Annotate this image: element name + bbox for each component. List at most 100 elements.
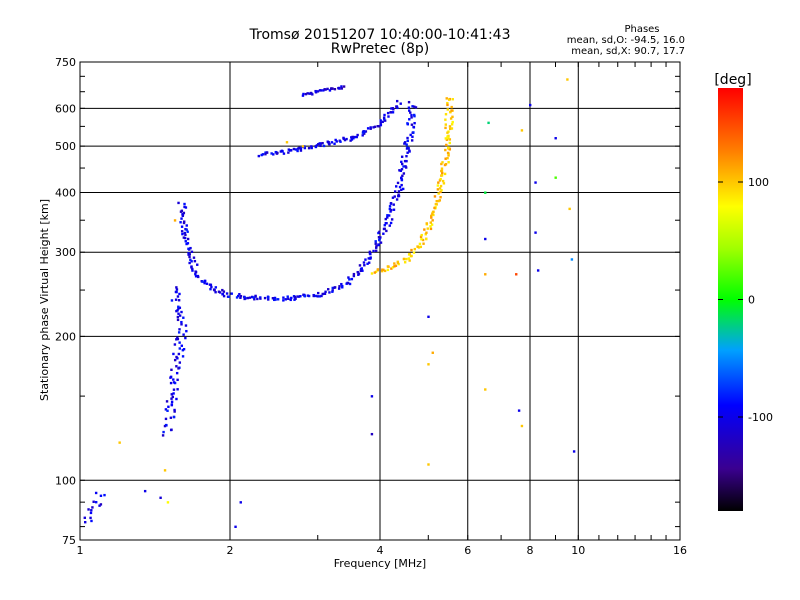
echo-point	[383, 227, 386, 231]
echo-point	[183, 202, 186, 206]
echo-point	[221, 288, 224, 292]
echo-point	[413, 113, 416, 117]
echo-point	[445, 138, 449, 141]
echo-point	[361, 131, 365, 134]
echo-point	[310, 146, 313, 150]
echo-point	[484, 237, 487, 241]
echo-point	[91, 506, 94, 509]
echo-point	[350, 136, 353, 139]
echo-point	[448, 148, 452, 151]
echo-point	[434, 203, 438, 206]
y-tick-label: 300	[55, 246, 76, 259]
echo-point	[393, 262, 396, 265]
echo-point	[377, 243, 380, 247]
echo-point	[389, 210, 392, 213]
echo-point	[390, 107, 393, 110]
echo-point	[177, 367, 180, 370]
echo-point	[429, 227, 433, 231]
echo-point	[421, 238, 425, 242]
echo-point	[422, 242, 425, 245]
echo-point	[391, 266, 395, 269]
echo-point	[381, 120, 384, 124]
echo-point	[170, 428, 173, 431]
echo-point	[324, 290, 327, 293]
echo-point	[180, 225, 184, 228]
echo-point	[566, 78, 569, 81]
echo-point	[178, 341, 181, 344]
echo-point	[406, 139, 409, 143]
x-tick-label: 1	[77, 544, 84, 557]
echo-point	[187, 253, 190, 256]
echo-point	[400, 160, 403, 164]
echo-point	[271, 297, 275, 300]
echo-point	[388, 205, 392, 208]
echo-point	[180, 344, 183, 347]
echo-point	[358, 264, 362, 267]
echo-point	[322, 89, 325, 92]
echo-point	[196, 263, 199, 266]
echo-point	[190, 250, 194, 254]
echo-point	[446, 108, 449, 111]
echo-point	[402, 172, 406, 175]
echo-point	[341, 286, 344, 289]
echo-point	[185, 242, 188, 246]
echo-point	[363, 264, 366, 267]
echo-point	[318, 142, 321, 145]
echo-point	[307, 146, 311, 150]
echo-point	[536, 269, 540, 272]
echo-point	[407, 257, 411, 260]
echo-point	[433, 206, 436, 210]
echo-point	[352, 274, 356, 278]
echo-point	[194, 273, 197, 276]
echo-point	[442, 182, 446, 185]
echo-point	[378, 125, 381, 128]
echo-point	[451, 115, 454, 119]
echo-point	[392, 208, 396, 211]
echo-point	[337, 287, 341, 290]
echo-point	[163, 424, 167, 428]
echo-point	[176, 315, 180, 319]
echo-point	[187, 252, 190, 255]
echo-point	[270, 152, 273, 155]
echo-point	[413, 105, 416, 108]
echo-point	[554, 176, 557, 179]
echo-point	[182, 211, 186, 215]
echo-point	[290, 296, 293, 300]
echo-point	[314, 294, 318, 298]
echo-point	[404, 166, 408, 169]
echo-point	[181, 232, 184, 236]
echo-point	[294, 297, 297, 300]
echo-point	[432, 210, 435, 213]
echo-point	[436, 184, 440, 187]
echo-point	[374, 270, 378, 274]
echo-point	[321, 292, 324, 296]
info-x-mode: mean, sd,X: 90.7, 17.7	[571, 46, 685, 57]
echo-point	[387, 115, 390, 118]
echo-point	[408, 149, 411, 152]
echo-point	[339, 140, 342, 143]
echo-point	[173, 408, 176, 412]
echo-point	[172, 381, 176, 384]
echo-point	[185, 228, 188, 231]
echo-point	[440, 167, 444, 170]
echo-point	[376, 268, 380, 271]
echo-point	[328, 89, 332, 92]
echo-point	[382, 232, 385, 235]
echo-point	[369, 126, 372, 129]
echo-point	[378, 238, 381, 241]
echo-point	[239, 501, 242, 504]
echo-point	[439, 177, 442, 181]
echo-point	[324, 88, 327, 91]
echo-point	[303, 146, 307, 150]
echo-point	[388, 224, 391, 227]
echo-point	[370, 395, 374, 398]
echo-point	[370, 272, 374, 275]
echo-point	[182, 348, 186, 351]
echo-point	[303, 145, 306, 148]
echo-point	[182, 316, 185, 319]
echo-point	[437, 192, 440, 195]
echo-point	[208, 283, 212, 286]
echo-point	[340, 87, 344, 90]
echo-point	[400, 176, 403, 180]
echo-point	[408, 118, 411, 121]
